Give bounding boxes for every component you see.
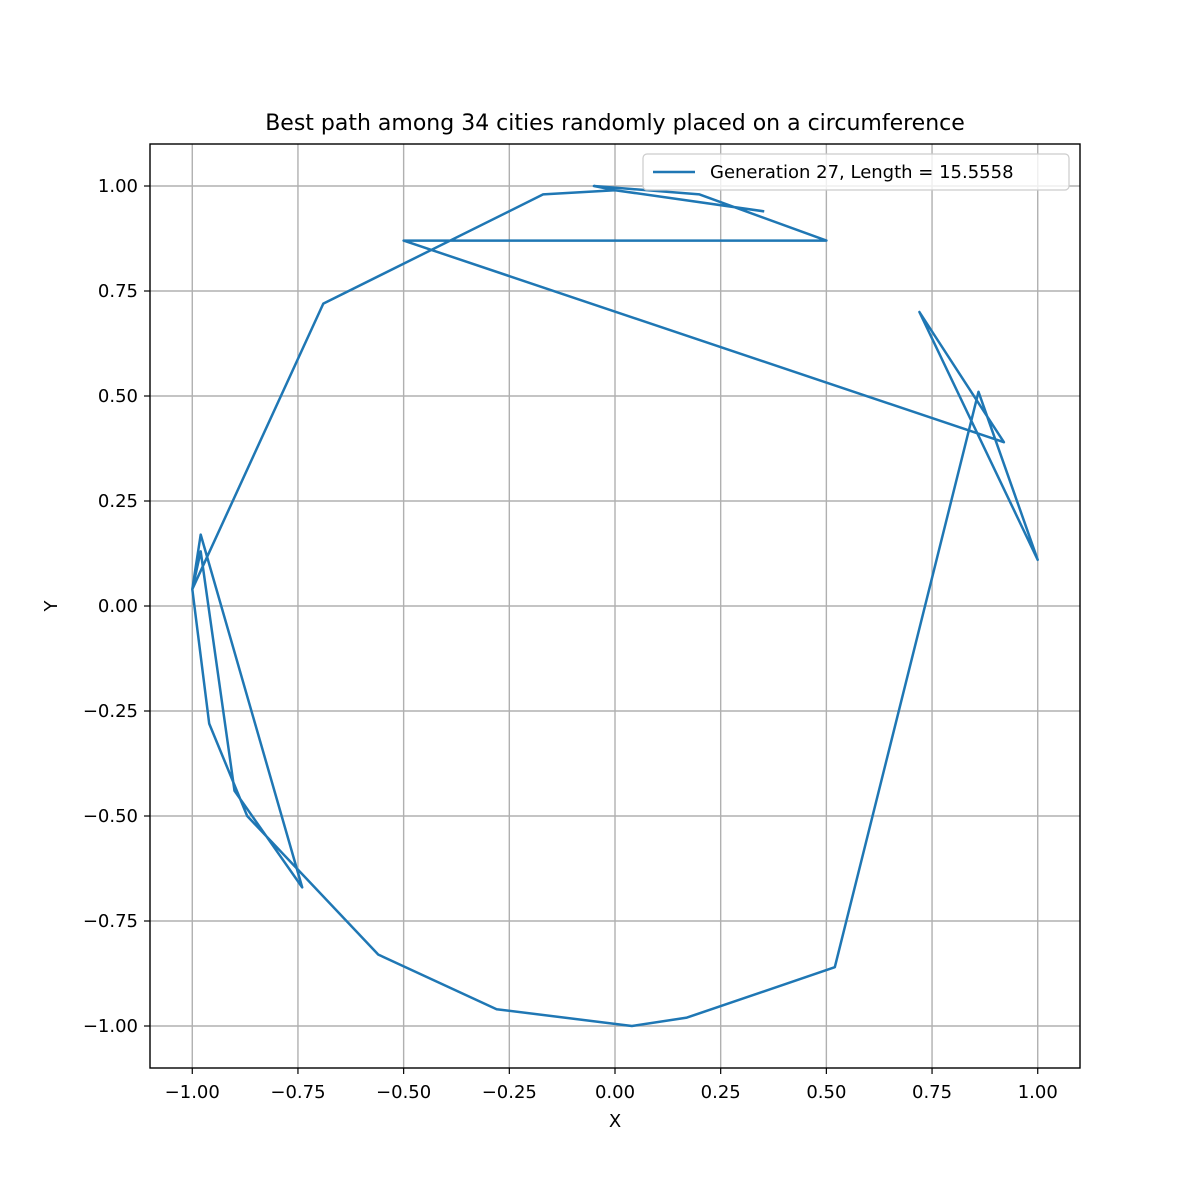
x-tick-label: 0.00 — [595, 1082, 635, 1103]
x-tick-label: 0.50 — [806, 1082, 846, 1103]
y-tick-label: 1.00 — [98, 176, 138, 197]
legend-label: Generation 27, Length = 15.5558 — [710, 162, 1014, 183]
x-axis-title: X — [609, 1111, 621, 1132]
axis-ticks: −1.00 −0.75 −0.50 −0.25 0.00 0.25 0.50 0.75 1.00… — [83, 176, 1058, 1103]
y-tick-label: −1.00 — [83, 1016, 138, 1037]
y-tick-label: 0.50 — [98, 386, 138, 407]
x-tick-label: 0.25 — [701, 1082, 741, 1103]
y-tick-label: −0.50 — [83, 806, 138, 827]
y-axis-title: Y — [41, 600, 62, 613]
y-tick-label: 0.00 — [98, 596, 138, 617]
x-tick-label: −0.50 — [376, 1082, 431, 1103]
x-tick-label: 1.00 — [1018, 1082, 1058, 1103]
series-layer — [191, 184, 1039, 1028]
y-tick-label: −0.75 — [83, 911, 138, 932]
x-tick-label: −0.75 — [270, 1082, 325, 1103]
x-tick-label: −0.25 — [482, 1082, 537, 1103]
series-line-0 — [191, 184, 1039, 1028]
y-tick-label: −0.25 — [83, 701, 138, 722]
legend-box — [642, 153, 1070, 191]
legend: Generation 27, Length = 15.5558 — [642, 153, 1070, 191]
y-tick-label: 0.25 — [98, 491, 138, 512]
chart-title: Best path among 34 cities randomly place… — [265, 111, 965, 136]
y-tick-label: 0.75 — [98, 281, 138, 302]
x-tick-label: 0.75 — [912, 1082, 952, 1103]
x-tick-label: −1.00 — [165, 1082, 220, 1103]
